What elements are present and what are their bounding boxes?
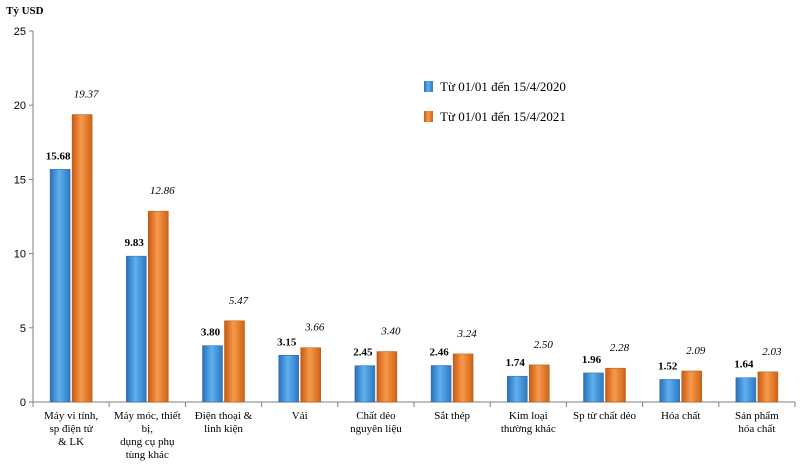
bar-2021: [300, 347, 321, 403]
y-tick-label: 15: [14, 174, 26, 186]
data-labels: 15.68 19.37 9.83 12.86 3.80 5.47 3.15 3.66 2.45 3…: [46, 89, 782, 373]
category-label: bị,: [142, 423, 154, 435]
bars: [49, 114, 779, 403]
category-labels: Máy vi tính,sp điện tử& LK Máy móc, thiết…: [44, 410, 779, 461]
category-label: Chất dẻo: [356, 410, 396, 422]
category-label: & LK: [58, 436, 84, 448]
bar-2021: [376, 351, 398, 403]
category-label: sp điện tử: [49, 423, 93, 435]
bar-2021: [757, 371, 779, 403]
legend-swatch-2020: [424, 81, 433, 92]
bar-2021: [681, 370, 702, 403]
bar-2021: [452, 353, 474, 403]
bar-2020: [659, 379, 680, 403]
data-label-2020: 3.15: [277, 336, 297, 348]
data-label-2020: 1.52: [658, 360, 678, 372]
data-label-2020: 1.96: [582, 354, 602, 366]
category-label: Kim loại: [509, 410, 548, 422]
category-label: Sp từ chất dẻo: [573, 410, 637, 422]
y-tick-label: 20: [14, 100, 26, 112]
legend-swatch-2021: [424, 111, 433, 122]
category-label: tùng khác: [126, 449, 169, 461]
bar-2021: [148, 210, 169, 403]
data-label-2021: 3.40: [380, 326, 401, 338]
category-label: Hóa chất: [661, 410, 700, 422]
category-label: thường khác: [501, 423, 556, 435]
data-label-2021: 12.86: [150, 185, 175, 197]
y-axis-label: Tỷ USD: [6, 5, 44, 17]
category-label: Điện thoại &: [195, 410, 253, 422]
legend-label-2021: Từ 01/01 đến 15/4/2021: [440, 109, 566, 124]
data-label-2020: 3.80: [201, 327, 221, 339]
bar-2021: [224, 320, 245, 403]
data-label-2021: 2.50: [534, 339, 554, 351]
data-label-2020: 2.45: [353, 347, 373, 359]
category-label: hóa chất: [738, 423, 775, 435]
bar-2021: [71, 114, 93, 403]
category-label: Vải: [292, 410, 308, 422]
bar-2020: [583, 372, 604, 403]
data-label-2020: 9.83: [125, 237, 145, 249]
bar-2020: [430, 365, 452, 403]
data-label-2021: 2.03: [762, 346, 782, 358]
y-tick-label: 0: [20, 397, 26, 409]
bar-2020: [735, 377, 757, 403]
legend: Từ 01/01 đến 15/4/2020 Từ 01/01 đến 15/4/…: [424, 79, 566, 124]
bar-2020: [278, 355, 299, 403]
category-label: Sản phẩm: [735, 410, 779, 422]
category-label: nguyên liệu: [350, 423, 402, 435]
y-tick-label: 25: [14, 26, 26, 38]
bar-2020: [202, 345, 223, 403]
data-label-2020: 1.64: [734, 359, 754, 371]
category-label: dụng cụ phụ: [120, 436, 175, 448]
data-label-2021: 2.09: [686, 345, 706, 357]
y-tick-label: 5: [20, 323, 26, 335]
data-label-2021: 3.66: [304, 322, 325, 334]
bar-2020: [507, 375, 528, 403]
data-label-2020: 15.68: [46, 150, 71, 162]
category-label: Máy vi tính,: [44, 410, 98, 422]
bar-2021: [605, 367, 626, 403]
data-label-2020: 2.46: [429, 346, 449, 358]
data-label-2020: 1.74: [506, 357, 526, 369]
category-label: Sắt thép: [434, 410, 470, 422]
data-label-2021: 19.37: [74, 89, 99, 101]
category-label: linh kiện: [204, 423, 243, 435]
bar-2020: [354, 365, 376, 403]
bar-2020: [126, 255, 147, 403]
data-label-2021: 5.47: [229, 295, 249, 307]
category-label: Máy móc, thiết: [114, 410, 181, 422]
y-tick-label: 10: [14, 249, 26, 261]
legend-label-2020: Từ 01/01 đến 15/4/2020: [440, 79, 566, 94]
bar-2021: [529, 364, 550, 403]
data-label-2021: 2.28: [610, 342, 630, 354]
bar-2020: [49, 169, 71, 403]
data-label-2021: 3.24: [456, 328, 477, 340]
